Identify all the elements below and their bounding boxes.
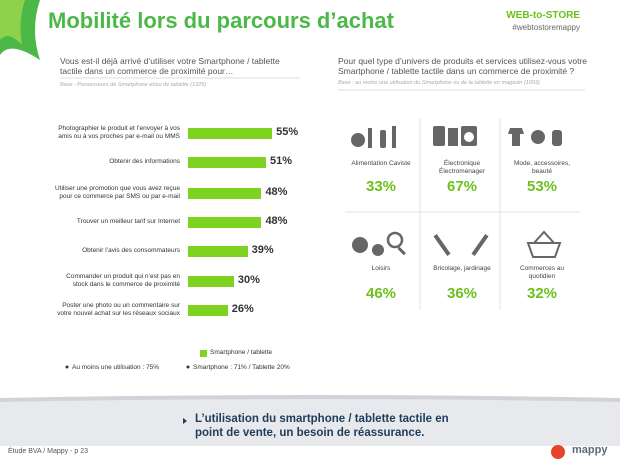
category-label: Poster une photo ou un commentaire sur v… <box>57 302 180 317</box>
universe-share: 36% <box>446 285 478 302</box>
universe-share: 32% <box>526 285 558 302</box>
value-label: 55% <box>276 126 299 138</box>
leaf-light <box>0 0 25 45</box>
bar <box>188 245 248 257</box>
universe-grid: Alimentation Caviste 33% Électronique Élec… <box>351 160 570 302</box>
universe-label: Loisirs <box>371 265 391 272</box>
category-label: Trouver un meilleur tarif sur Internet <box>76 218 180 225</box>
category-label: Photographier le produit et l’envoyer à … <box>58 125 180 140</box>
universe-label: Électronique Électroménager <box>439 160 485 175</box>
category-label: Obtenir des informations <box>109 158 180 165</box>
conclusion: L’utilisation du smartphone / tablette t… <box>195 413 449 439</box>
universe-label: Bricolage, jardinage <box>433 265 491 272</box>
bva-logo <box>551 445 565 459</box>
universe-share: 46% <box>365 285 397 302</box>
legend-swatch <box>200 350 207 357</box>
legend-label: Smartphone / tablette <box>210 349 273 356</box>
mappy-logo: mappy <box>572 444 608 456</box>
universe-label: Mode, accessoires, beauté <box>514 160 570 175</box>
question: Pour quel type d’univers de produits et … <box>338 56 587 76</box>
bullet <box>65 365 69 369</box>
category-label: Commander un produit qui n’est pas en st… <box>66 273 180 288</box>
value-label: 39% <box>251 244 274 256</box>
bullet <box>186 365 190 369</box>
icons <box>351 126 562 258</box>
universe-share: 53% <box>526 178 558 195</box>
universe-share: 33% <box>365 178 397 195</box>
title: Mobilité lors du parcours d’achat <box>48 8 394 33</box>
value-label: 51% <box>270 155 293 167</box>
note: Smartphone : 71% / Tablette 20% <box>193 364 290 371</box>
value-label: 48% <box>265 186 288 198</box>
base: Base : Possesseurs de Smartphone et/ou d… <box>60 82 207 88</box>
question: Vous est-il déjà arrivé d’utiliser votre… <box>60 56 280 76</box>
hashtag: #webtostoremappy <box>512 23 580 32</box>
bar <box>188 187 262 199</box>
category-label: Utiliser une promotion que vous avez reç… <box>54 185 180 200</box>
brand: WEB-to-STORE <box>506 10 580 21</box>
bar-chart: Photographier le produit et l’envoyer à … <box>54 125 299 317</box>
universe-label: Commerces au quotidien <box>519 265 565 280</box>
band-edge <box>0 395 620 402</box>
universe-share: 67% <box>446 178 478 195</box>
bar <box>188 127 273 139</box>
bar <box>188 156 267 168</box>
value-label: 26% <box>231 303 254 315</box>
conclusion-band <box>0 398 620 446</box>
universe-label: Alimentation Caviste <box>351 160 411 167</box>
bar <box>188 275 234 287</box>
base: Base : au moins une utilisation du Smart… <box>338 80 540 86</box>
bar <box>188 216 262 228</box>
value-label: 30% <box>237 274 260 286</box>
arrow <box>183 418 187 424</box>
bar <box>188 304 228 316</box>
note: Au moins une utilisation : 75% <box>72 364 160 371</box>
source: Étude BVA / Mappy - p 23 <box>8 448 89 455</box>
value-label: 48% <box>265 215 288 227</box>
category-label: Obtenir l’avis des consommateurs <box>82 247 180 254</box>
